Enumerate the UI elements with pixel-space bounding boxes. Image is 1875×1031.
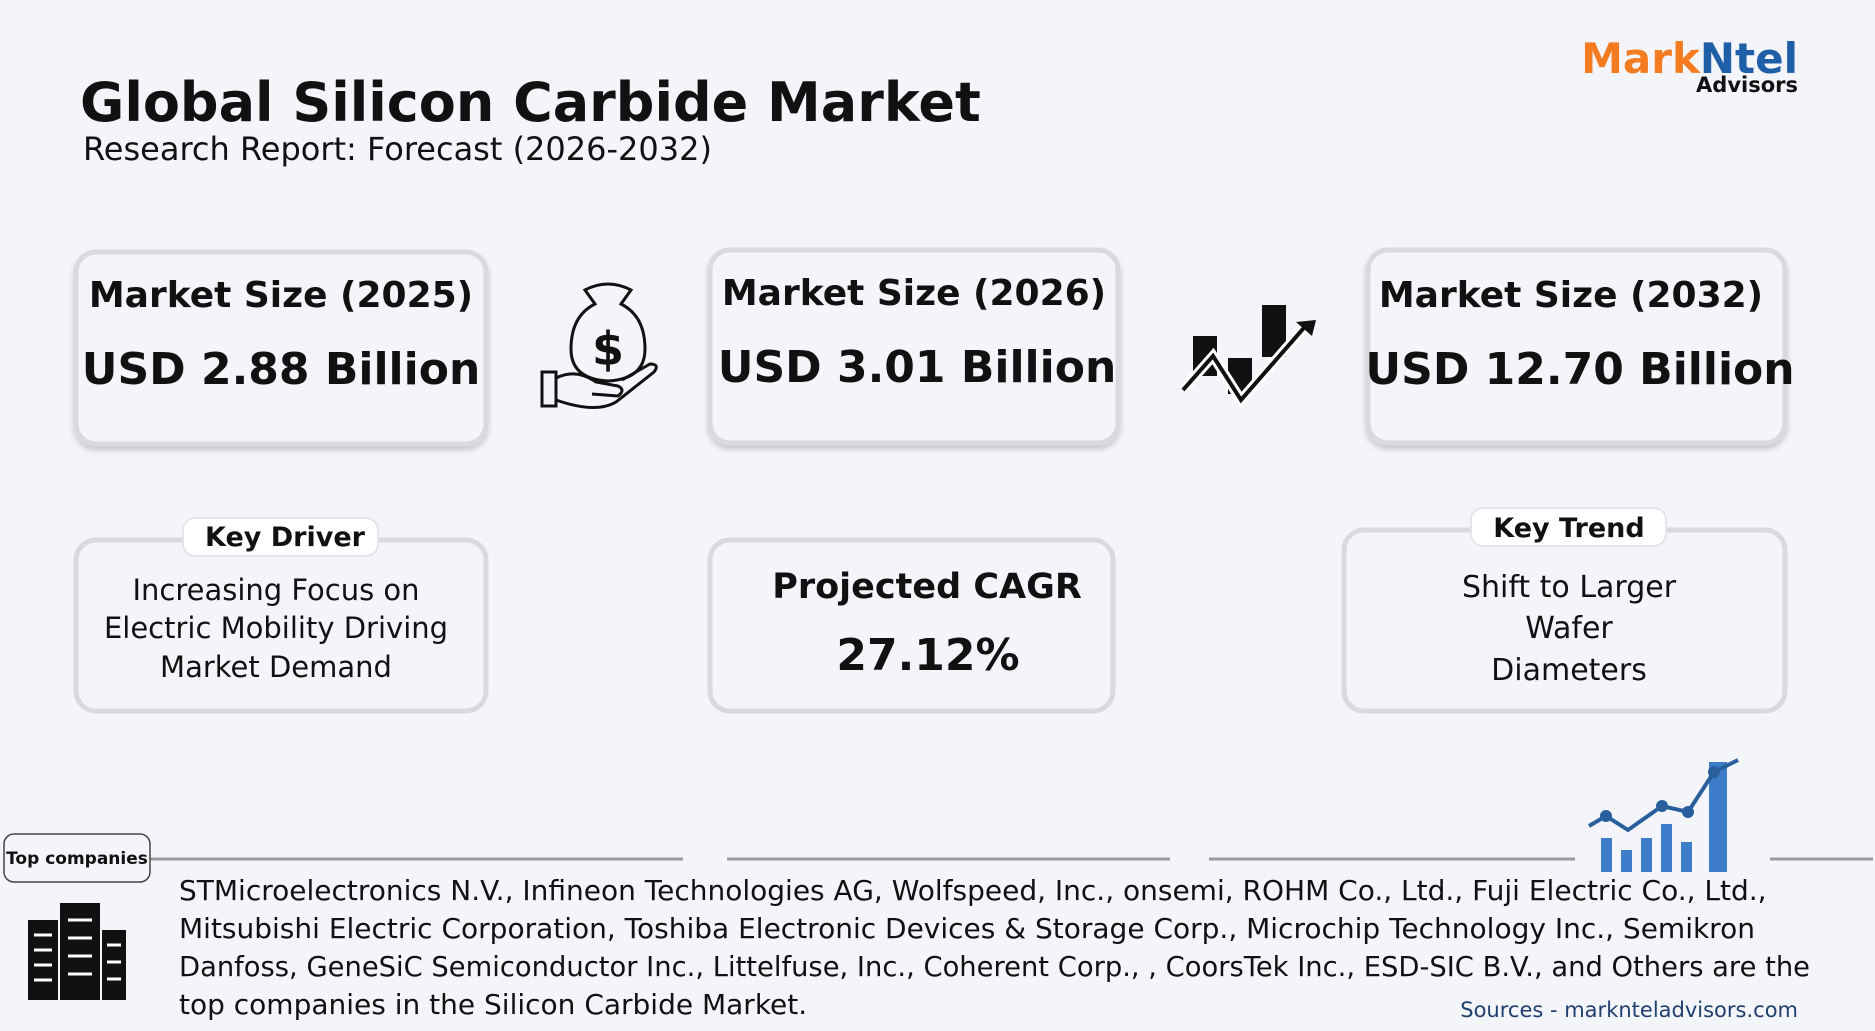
- logo-brand: MarkNtel: [1581, 34, 1798, 83]
- card: [707, 247, 1121, 446]
- cagr-box: [707, 537, 1116, 714]
- companies-text: STMicroelectronics N.V., Infineon Techno…: [179, 874, 1767, 907]
- driver-pill: [182, 517, 379, 557]
- subtitle: Research Report: Forecast (2026-2032): [83, 130, 712, 168]
- trend-icon: [1179, 305, 1316, 409]
- cagr-value: 27.12%: [836, 630, 1019, 681]
- logo-brand-second: Ntel: [1700, 34, 1798, 83]
- trend-text: Wafer: [1525, 611, 1613, 646]
- card-label: Market Size (2032): [1379, 275, 1763, 316]
- driver-text: Increasing Focus on: [132, 573, 419, 607]
- chart-icon: [1587, 758, 1739, 872]
- trend-pill: [1470, 507, 1667, 547]
- driver-text: Market Demand: [160, 650, 392, 684]
- logo-tagline: Advisors: [1696, 73, 1798, 97]
- driver-text: Electric Mobility Driving: [104, 611, 448, 645]
- trend-text: Shift to Larger: [1462, 570, 1677, 605]
- card: [73, 249, 489, 447]
- companies-text: top companies in the Silicon Carbide Mar…: [179, 988, 807, 1021]
- cagr-label: Projected CAGR: [772, 567, 1082, 607]
- trend-text: Diameters: [1491, 653, 1647, 688]
- companies-label: Top companies: [6, 849, 148, 869]
- card: [1365, 247, 1788, 446]
- title: Global Silicon Carbide Market: [80, 71, 981, 134]
- companies-text: Mitsubishi Electric Corporation, Toshiba…: [179, 912, 1755, 945]
- card-value: USD 2.88 Billion: [82, 344, 481, 395]
- source: Sources - marknteladvisors.com: [1460, 998, 1798, 1022]
- card-value: USD 3.01 Billion: [718, 342, 1117, 393]
- card-value: USD 12.70 Billion: [1365, 344, 1794, 395]
- card-label: Market Size (2025): [89, 275, 473, 316]
- building-icon: [28, 903, 126, 1000]
- card-label: Market Size (2026): [722, 273, 1106, 314]
- companies-text: Danfoss, GeneSiC Semiconductor Inc., Lit…: [179, 950, 1810, 983]
- svg-text:$: $: [592, 322, 624, 376]
- driver-label: Key Driver: [205, 522, 366, 553]
- trend-label: Key Trend: [1493, 513, 1644, 544]
- logo-brand-first: Mark: [1581, 34, 1701, 83]
- money-icon: $: [540, 282, 658, 409]
- companies-pill: [3, 833, 151, 883]
